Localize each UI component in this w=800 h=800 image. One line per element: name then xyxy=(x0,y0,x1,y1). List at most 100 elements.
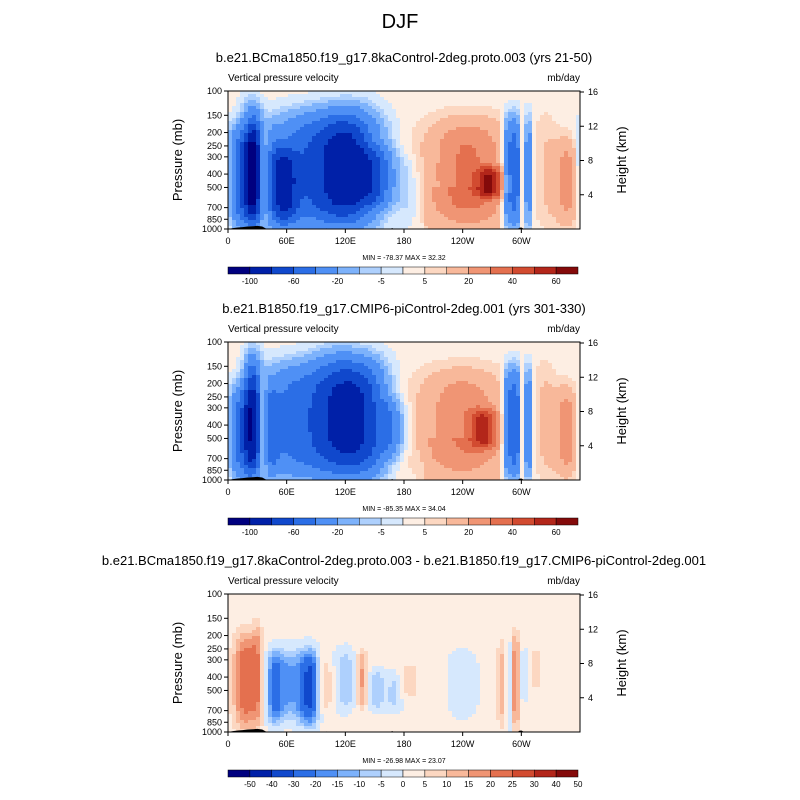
field-cell xyxy=(504,184,509,188)
field-cell xyxy=(236,351,241,355)
field-cell xyxy=(232,199,237,203)
field-cell xyxy=(264,136,269,140)
field-cell xyxy=(492,151,497,155)
field-cell xyxy=(484,178,489,182)
field-cell xyxy=(500,157,505,161)
field-cell xyxy=(388,211,393,215)
field-cell xyxy=(496,166,501,170)
field-cell xyxy=(360,100,365,104)
colorbar-tick-label: 20 xyxy=(464,277,473,286)
field-cell xyxy=(308,184,313,188)
field-cell xyxy=(372,94,377,98)
field-cell xyxy=(256,112,261,116)
field-cell xyxy=(340,133,345,137)
field-cell xyxy=(276,342,281,346)
field-cell xyxy=(468,175,473,179)
field-cell xyxy=(548,202,553,206)
field-cell xyxy=(296,106,301,110)
field-cell xyxy=(344,124,349,128)
field-cell xyxy=(440,163,445,167)
field-cell xyxy=(568,109,573,113)
field-cell xyxy=(508,208,513,212)
field-cell xyxy=(420,211,425,215)
field-cell xyxy=(452,205,457,209)
field-cell xyxy=(496,157,501,161)
field-cell xyxy=(272,121,277,125)
field-cell xyxy=(256,106,261,110)
field-cell xyxy=(280,453,285,457)
field-cell xyxy=(228,97,233,101)
field-cell xyxy=(352,169,357,173)
field-cell xyxy=(576,106,581,110)
field-cell xyxy=(500,160,505,164)
field-cell xyxy=(504,211,509,215)
field-cell xyxy=(388,127,393,131)
field-cell xyxy=(512,223,517,227)
field-cell xyxy=(496,181,501,185)
field-cell xyxy=(300,399,305,403)
field-cell xyxy=(544,166,549,170)
field-cell xyxy=(280,381,285,385)
field-cell xyxy=(240,127,245,131)
field-cell xyxy=(280,202,285,206)
field-cell xyxy=(444,220,449,224)
field-cell xyxy=(576,133,581,137)
field-cell xyxy=(452,100,457,104)
field-cell xyxy=(300,408,305,412)
field-cell xyxy=(388,100,393,104)
field-cell xyxy=(456,145,461,149)
field-cell xyxy=(244,127,249,131)
field-cell xyxy=(232,115,237,119)
field-cell xyxy=(384,190,389,194)
field-cell xyxy=(520,202,525,206)
field-cell xyxy=(364,217,369,221)
field-cell xyxy=(260,414,265,418)
field-cell xyxy=(308,160,313,164)
field-cell xyxy=(300,441,305,445)
field-cell xyxy=(304,169,309,173)
field-cell xyxy=(320,94,325,98)
field-cell xyxy=(364,133,369,137)
field-cell xyxy=(480,184,485,188)
field-cell xyxy=(468,97,473,101)
field-cell xyxy=(560,94,565,98)
field-cell xyxy=(276,103,281,107)
field-cell xyxy=(260,345,265,349)
field-cell xyxy=(280,214,285,218)
field-cell xyxy=(404,205,409,209)
field-cell xyxy=(424,109,429,113)
field-cell xyxy=(244,420,249,424)
colorbar-swatch xyxy=(293,266,316,275)
field-cell xyxy=(480,154,485,158)
field-cell xyxy=(468,187,473,191)
field-cell xyxy=(504,100,509,104)
field-cell xyxy=(376,208,381,212)
field-cell xyxy=(336,130,341,134)
field-cell xyxy=(284,187,289,191)
field-cell xyxy=(540,202,545,206)
field-cell xyxy=(404,91,409,95)
field-cell xyxy=(416,220,421,224)
field-cell xyxy=(540,133,545,137)
field-cell xyxy=(532,178,537,182)
field-cell xyxy=(344,106,349,110)
field-cell xyxy=(492,226,497,230)
field-cell xyxy=(252,405,257,409)
field-cell xyxy=(424,205,429,209)
field-cell xyxy=(524,190,529,194)
field-cell xyxy=(412,199,417,203)
field-cell xyxy=(236,402,241,406)
field-cell xyxy=(428,103,433,107)
field-cell xyxy=(256,357,261,361)
field-cell xyxy=(244,133,249,137)
field-cell xyxy=(452,172,457,176)
field-cell xyxy=(376,94,381,98)
field-cell xyxy=(528,199,533,203)
field-cell xyxy=(572,94,577,98)
field-cell xyxy=(460,124,465,128)
field-cell xyxy=(368,181,373,185)
field-cell xyxy=(496,187,501,191)
field-cell xyxy=(328,133,333,137)
field-cell xyxy=(372,103,377,107)
